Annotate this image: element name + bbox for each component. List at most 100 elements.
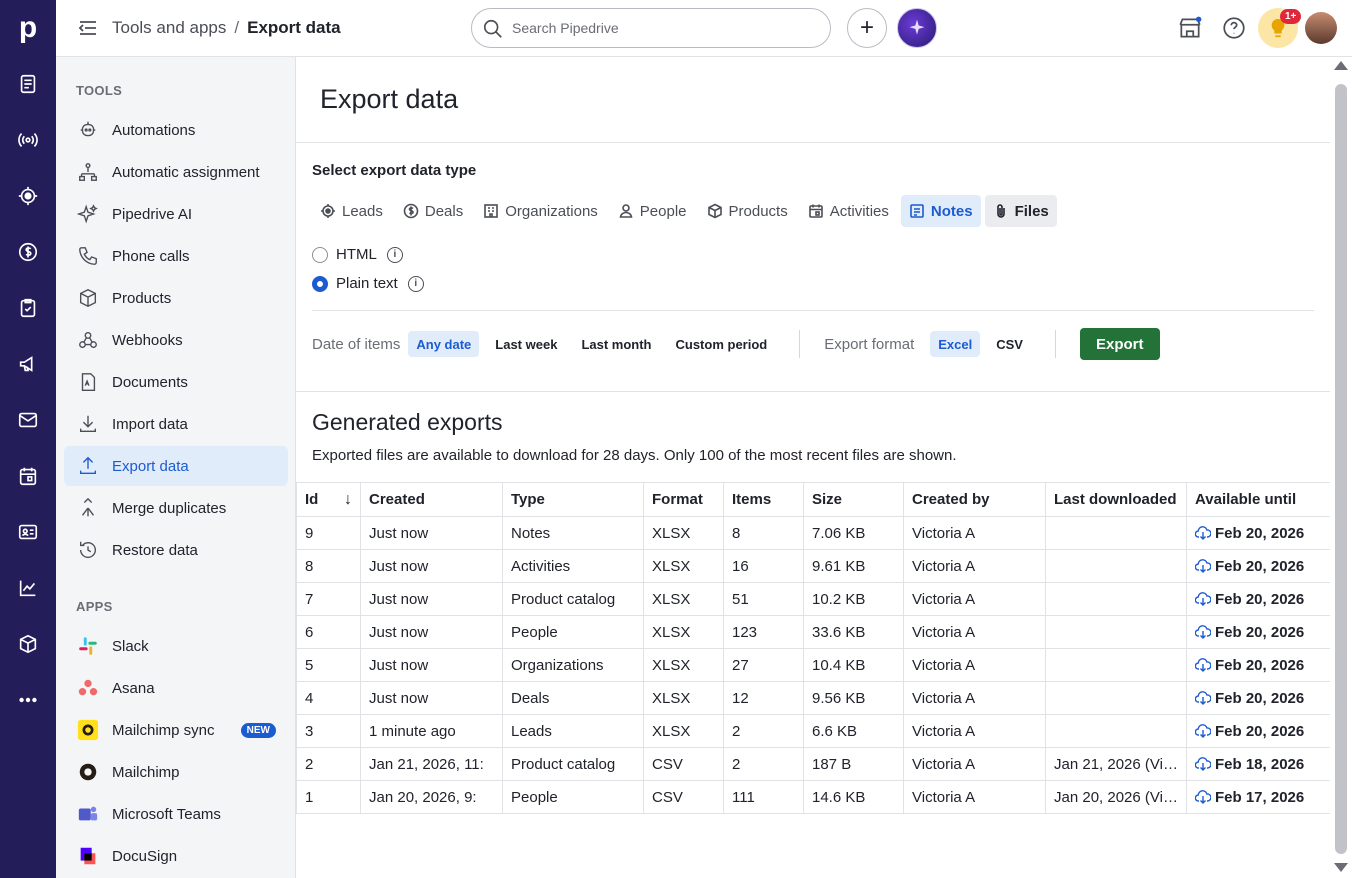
radio-html[interactable] — [312, 246, 328, 263]
table-cell[interactable]: Feb 20, 2026 — [1186, 615, 1330, 649]
column-header-type[interactable]: Type — [502, 482, 644, 517]
target-icon[interactable] — [14, 182, 42, 210]
table-cell: 2 — [296, 747, 361, 781]
leads-inbox-icon[interactable] — [14, 70, 42, 98]
sidebar-item-microsoft-teams[interactable]: Microsoft Teams — [64, 794, 288, 834]
dollar-icon[interactable] — [14, 238, 42, 266]
scroll-up-arrow[interactable] — [1334, 61, 1348, 70]
table-cell[interactable]: Feb 20, 2026 — [1186, 516, 1330, 550]
format-csv[interactable]: CSV — [996, 336, 1023, 352]
cloud-download-icon[interactable] — [1195, 723, 1211, 738]
tab-organizations[interactable]: Organizations — [475, 195, 606, 227]
add-button[interactable]: + — [847, 8, 887, 48]
tab-files[interactable]: Files — [984, 195, 1057, 227]
contacts-card-icon[interactable] — [14, 518, 42, 546]
megaphone-icon[interactable] — [14, 350, 42, 378]
scrollbar-thumb[interactable] — [1335, 84, 1347, 854]
table-cell[interactable]: Feb 18, 2026 — [1186, 747, 1330, 781]
radio-plain-text[interactable] — [312, 275, 328, 292]
cloud-download-icon[interactable] — [1195, 789, 1211, 804]
table-cell[interactable]: Feb 20, 2026 — [1186, 681, 1330, 715]
more-icon[interactable] — [14, 686, 42, 714]
info-icon[interactable]: i — [386, 246, 403, 263]
column-header-available-until[interactable]: Available until — [1186, 482, 1330, 517]
cloud-download-icon[interactable] — [1195, 690, 1211, 705]
sidebar-item-documents[interactable]: Documents — [64, 362, 288, 402]
cloud-download-icon[interactable] — [1195, 591, 1211, 606]
column-header-created[interactable]: Created — [360, 482, 503, 517]
column-label: Id — [305, 490, 319, 508]
table-cell[interactable]: Feb 20, 2026 — [1186, 549, 1330, 583]
column-header-created-by[interactable]: Created by — [903, 482, 1046, 517]
collapse-menu-icon[interactable] — [76, 16, 100, 40]
sidebar-item-automations[interactable]: Automations — [64, 110, 288, 150]
tab-activities[interactable]: Activities — [800, 195, 897, 227]
sidebar-item-pipedrive-ai[interactable]: Pipedrive AI — [64, 194, 288, 234]
sidebar-item-webhooks[interactable]: Webhooks — [64, 320, 288, 360]
sparkle-icon — [76, 202, 100, 226]
sidebar-item-import-data[interactable]: Import data — [64, 404, 288, 444]
breadcrumb-parent[interactable]: Tools and apps — [112, 18, 227, 37]
scrollbar[interactable] — [1330, 57, 1352, 878]
cloud-download-icon[interactable] — [1195, 525, 1211, 540]
sidebar-item-asana[interactable]: Asana — [64, 668, 288, 708]
cloud-download-icon[interactable] — [1195, 756, 1211, 771]
date-any-date[interactable]: Any date — [408, 331, 480, 357]
cloud-download-icon[interactable] — [1195, 558, 1211, 573]
scroll-down-arrow[interactable] — [1334, 863, 1348, 872]
sidebar-item-mailchimp[interactable]: Mailchimp — [64, 752, 288, 792]
marketplace-icon[interactable] — [1177, 15, 1203, 41]
tab-label: Organizations — [505, 202, 598, 220]
select-export-type-label: Select export data type — [312, 162, 477, 179]
tab-deals[interactable]: Deals — [395, 195, 471, 227]
tab-products[interactable]: Products — [699, 195, 796, 227]
broadcast-icon[interactable] — [14, 126, 42, 154]
sidebar-item-merge-duplicates[interactable]: Merge duplicates — [64, 488, 288, 528]
table-cell[interactable]: Feb 20, 2026 — [1186, 714, 1330, 748]
date-custom-period[interactable]: Custom period — [675, 336, 768, 352]
column-header-id[interactable]: Id ↓ — [296, 482, 361, 517]
user-avatar[interactable] — [1305, 12, 1337, 44]
table-cell[interactable]: Feb 20, 2026 — [1186, 582, 1330, 616]
cloud-download-icon[interactable] — [1195, 657, 1211, 672]
pipedrive-logo[interactable]: p — [18, 11, 38, 44]
sidebar-item-automatic-assignment[interactable]: Automatic assignment — [64, 152, 288, 192]
date-last-month[interactable]: Last month — [581, 336, 652, 352]
sidebar-item-phone-calls[interactable]: Phone calls — [64, 236, 288, 276]
export-type-tabs: Leads Deals Organizations People Product… — [312, 195, 1057, 227]
sidebar-item-restore-data[interactable]: Restore data — [64, 530, 288, 570]
info-icon[interactable]: i — [407, 275, 424, 292]
ai-assistant-button[interactable] — [897, 8, 937, 48]
format-excel[interactable]: Excel — [930, 331, 981, 357]
tab-leads[interactable]: Leads — [312, 195, 391, 227]
sidebar-item-mailchimp-sync[interactable]: Mailchimp sync NEW — [64, 710, 288, 750]
box-icon[interactable] — [14, 630, 42, 658]
table-cell[interactable]: Feb 17, 2026 — [1186, 780, 1330, 814]
tab-notes[interactable]: Notes — [900, 195, 981, 227]
column-header-items[interactable]: Items — [723, 482, 804, 517]
sort-arrow-down-icon[interactable]: ↓ — [344, 490, 352, 508]
table-cell[interactable]: Feb 20, 2026 — [1186, 648, 1330, 682]
sidebar-item-products[interactable]: Products — [64, 278, 288, 318]
help-icon[interactable] — [1221, 15, 1247, 41]
export-button[interactable]: Export — [1079, 328, 1160, 360]
sidebar-item-export-data[interactable]: Export data — [64, 446, 288, 486]
cloud-download-icon[interactable] — [1195, 624, 1211, 639]
table-cell: 14.6 KB — [803, 780, 904, 814]
merge-icon — [76, 496, 100, 520]
column-header-last-downloaded[interactable]: Last downloaded — [1045, 482, 1187, 517]
chart-icon[interactable] — [14, 574, 42, 602]
mail-icon[interactable] — [14, 406, 42, 434]
format-option-plain-text[interactable]: Plain text i — [312, 275, 424, 292]
calendar-icon[interactable] — [14, 462, 42, 490]
checklist-icon[interactable] — [14, 294, 42, 322]
sidebar-item-docusign[interactable]: DocuSign — [64, 836, 288, 876]
format-option-html[interactable]: HTML i — [312, 246, 403, 263]
sidebar-item-slack[interactable]: Slack — [64, 626, 288, 666]
date-last-week[interactable]: Last week — [495, 336, 558, 352]
tab-people[interactable]: People — [610, 195, 695, 227]
column-header-format[interactable]: Format — [643, 482, 724, 517]
search-input[interactable]: Search Pipedrive — [471, 8, 831, 48]
column-header-size[interactable]: Size — [803, 482, 904, 517]
tips-button[interactable] — [1258, 8, 1298, 48]
